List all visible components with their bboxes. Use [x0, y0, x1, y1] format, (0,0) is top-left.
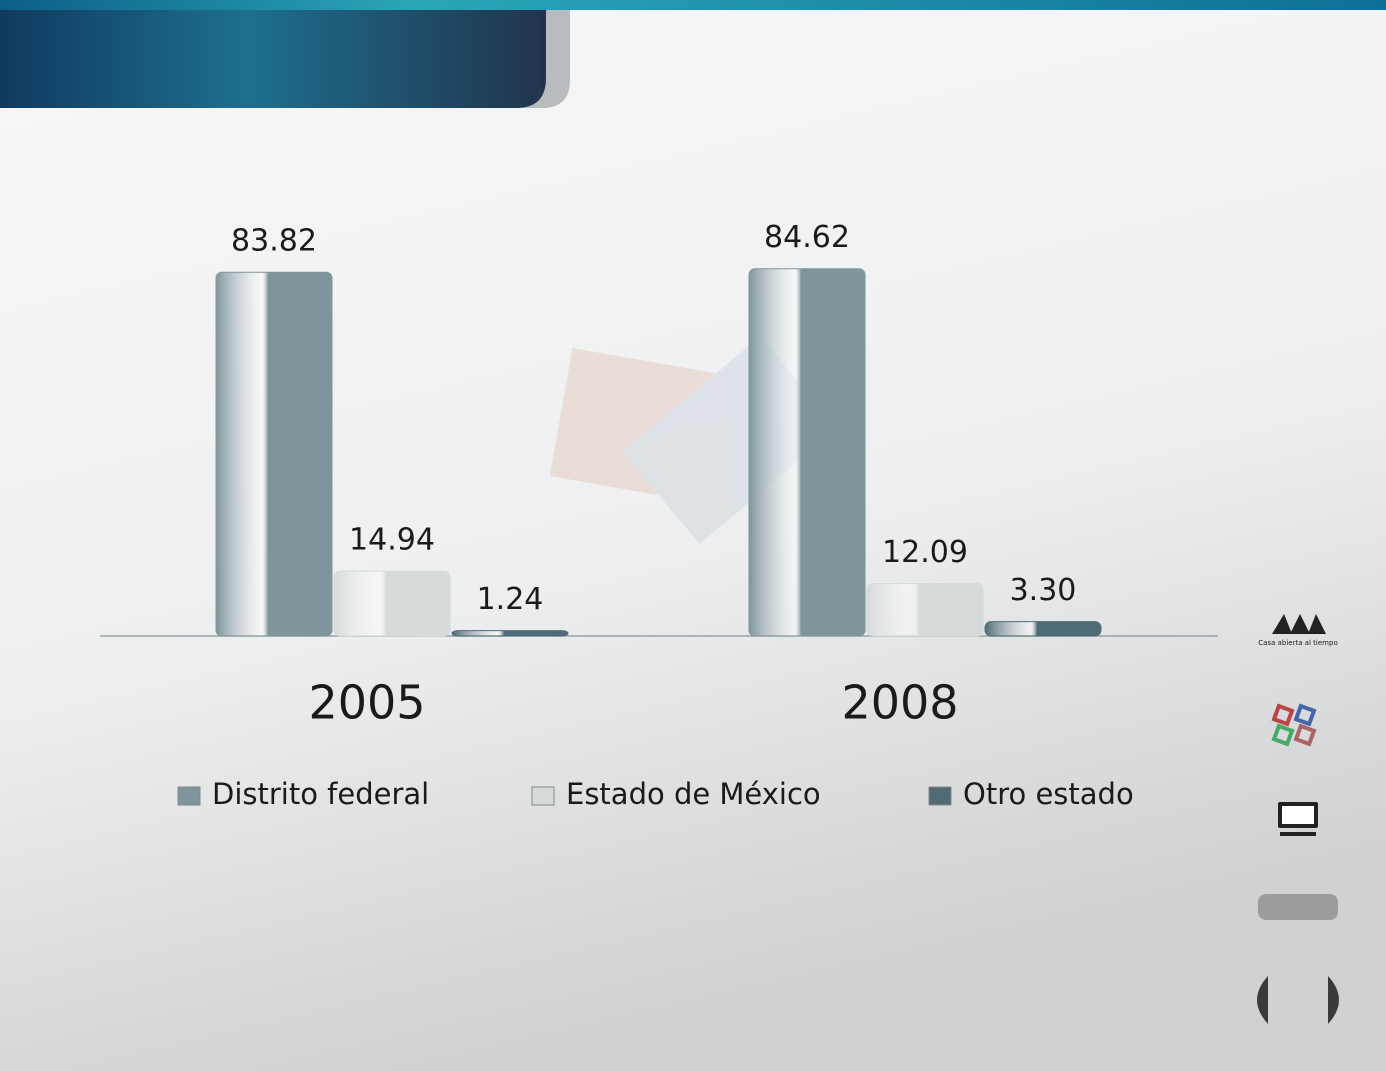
bar — [333, 570, 451, 637]
value-label: 83.82 — [231, 224, 317, 259]
logo-caption: Casa abierta al tiempo — [1258, 639, 1337, 647]
monitor-screen — [1282, 806, 1314, 824]
chart: 83.82 14.94 1.24 2005 84.62 12.09 3.30 2008 Dist… — [177, 220, 1134, 811]
legend-swatch — [531, 786, 555, 806]
value-label: 12.09 — [882, 535, 968, 570]
bar — [748, 268, 866, 637]
monitor-stand — [1280, 832, 1316, 836]
x-tick-label: 2005 — [308, 676, 425, 730]
value-label: 14.94 — [349, 523, 435, 558]
legend-label: Estado de México — [566, 777, 821, 811]
prev-button[interactable] — [1257, 976, 1268, 1024]
legend-label: Otro estado — [963, 777, 1134, 811]
legend-label: Distrito federal — [212, 777, 429, 811]
bar — [866, 583, 984, 637]
value-label: 3.30 — [1010, 573, 1077, 608]
x-tick-label: 2008 — [841, 676, 958, 730]
bar — [215, 271, 333, 637]
uam-logo — [1272, 614, 1326, 634]
legend-swatch — [177, 786, 201, 806]
sidebar-icons: Casa abierta al tiempo — [1257, 614, 1339, 1024]
bar — [451, 630, 569, 637]
top-bar — [0, 0, 1386, 10]
colored-icon — [1271, 703, 1317, 747]
value-label: 84.62 — [764, 220, 850, 255]
nav-button[interactable] — [1258, 894, 1338, 920]
next-button[interactable] — [1328, 976, 1339, 1024]
value-label: 1.24 — [477, 582, 544, 617]
legend-swatch — [928, 786, 952, 806]
header-tab — [0, 10, 546, 108]
bar — [984, 621, 1102, 637]
